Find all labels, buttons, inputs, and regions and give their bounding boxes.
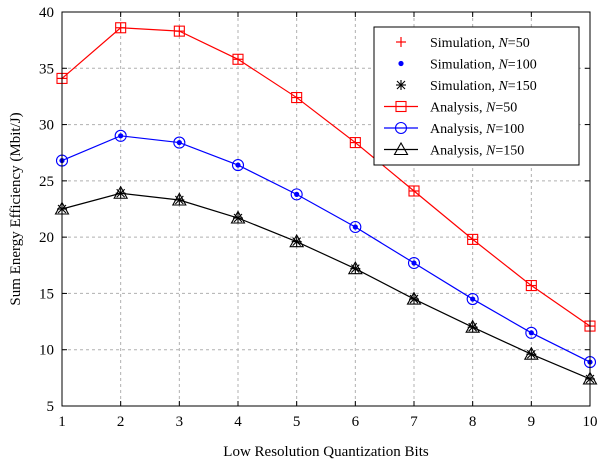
data-point-circle <box>407 256 421 270</box>
data-point-circle <box>290 188 303 201</box>
data-point-triangle <box>465 319 481 333</box>
legend-entry: Simulation, N=100 <box>398 58 537 73</box>
y-tick-label: 15 <box>39 286 54 302</box>
x-axis-title: Low Resolution Quantization Bits <box>223 444 429 460</box>
y-tick-label: 40 <box>39 5 54 21</box>
x-tick-label: 9 <box>528 414 536 430</box>
legend-marker-asterisk <box>396 80 406 90</box>
x-tick-label: 5 <box>293 414 301 430</box>
x-tick-label: 3 <box>176 414 184 430</box>
legend-label: Simulation, N=50 <box>430 36 530 51</box>
data-point-square <box>173 25 185 37</box>
legend-marker-circle <box>394 121 408 135</box>
data-point-triangle <box>289 234 305 248</box>
legend: Simulation, N=50 Simulation, N=100 Simulat… <box>373 26 580 166</box>
data-point-square <box>115 22 127 34</box>
legend-entry: Simulation, N=150 <box>396 79 537 94</box>
data-point-triangle <box>113 185 129 199</box>
series-analysis-4 <box>55 129 597 369</box>
data-point-circle <box>114 129 127 142</box>
data-point-square <box>349 137 361 149</box>
legend-entry: Analysis, N=100 <box>384 121 524 137</box>
legend-marker-square <box>395 100 407 113</box>
y-tick-label: 20 <box>39 230 54 246</box>
y-tick-label: 5 <box>47 399 55 415</box>
series-simulation-2 <box>57 188 595 384</box>
data-point-triangle <box>406 291 422 305</box>
x-tick-label: 1 <box>58 414 66 430</box>
legend-label: Simulation, N=100 <box>430 58 537 73</box>
series-line <box>61 27 591 327</box>
series-layer <box>54 22 598 385</box>
x-tick-label: 7 <box>410 414 418 430</box>
y-axis-title: Sum Energy Efficiency (Mbit/J) <box>8 112 24 305</box>
legend-entry: Analysis, N=50 <box>384 101 517 116</box>
x-tick-label: 6 <box>352 414 360 430</box>
legend-entry: Simulation, N=50 <box>396 36 530 51</box>
y-tick-label: 10 <box>39 343 54 359</box>
y-tick-label: 25 <box>39 174 54 190</box>
data-point-square <box>232 53 244 65</box>
legend-label: Simulation, N=150 <box>430 79 537 94</box>
data-point-triangle <box>171 192 187 206</box>
data-point-square <box>408 185 420 197</box>
series-line <box>61 135 591 363</box>
legend-marker-triangle <box>393 141 409 156</box>
data-point-circle <box>231 159 245 172</box>
data-point-circle <box>466 293 479 306</box>
x-tick-label: 8 <box>469 414 477 430</box>
series-line <box>61 192 591 380</box>
data-point-circle <box>525 326 538 339</box>
data-point-triangle <box>523 346 539 360</box>
data-point-circle <box>349 220 362 234</box>
legend-marker-dot <box>398 60 404 67</box>
x-tick-label: 2 <box>117 414 125 430</box>
data-point-square <box>467 233 479 245</box>
y-tick-label: 35 <box>39 61 54 77</box>
data-point-triangle <box>230 210 246 224</box>
data-point-triangle <box>347 261 363 275</box>
data-point-square <box>291 92 303 104</box>
legend-label: Analysis, N=150 <box>430 144 524 159</box>
plot-frame <box>61 11 591 407</box>
legend-box <box>373 26 580 166</box>
series-analysis-5 <box>54 185 598 385</box>
ticks: 1 2 3 4 5 6 7 8 9 10 5 10 15 20 25 30 35 40 <box>39 5 598 430</box>
legend-entry: Analysis, N=150 <box>384 141 524 159</box>
legend-label: Analysis, N=50 <box>430 101 517 116</box>
series-simulation-1 <box>59 133 593 365</box>
x-tick-label: 4 <box>234 414 242 430</box>
legend-label: Analysis, N=100 <box>430 122 524 137</box>
data-point-circle <box>173 136 186 149</box>
y-tick-label: 30 <box>39 118 54 134</box>
data-point-square <box>525 279 537 292</box>
x-tick-label: 10 <box>583 414 598 430</box>
legend-marker-plus <box>396 37 406 47</box>
